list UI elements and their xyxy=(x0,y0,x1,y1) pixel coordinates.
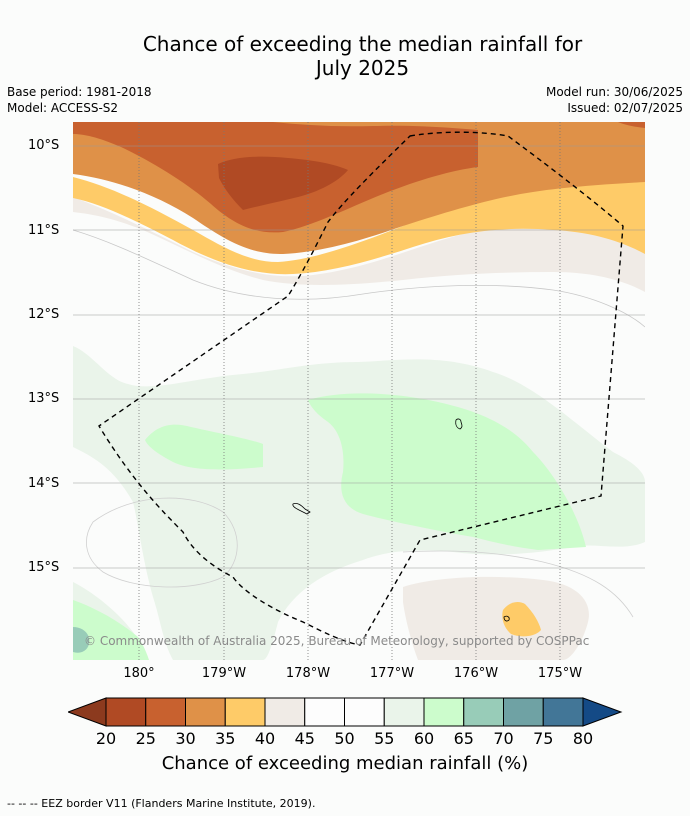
contour-line-1 xyxy=(73,229,645,328)
colorbar-tick-label: 75 xyxy=(533,729,554,748)
issued-date: Issued: 02/07/2025 xyxy=(567,101,683,115)
colorbar-cell xyxy=(264,697,306,727)
colorbar-cell xyxy=(463,697,504,727)
colorbar-cell xyxy=(503,697,544,727)
colorbar xyxy=(68,697,623,727)
lon-label-178w: 178°W xyxy=(285,666,331,681)
colorbar-tick-label: 70 xyxy=(493,729,514,748)
colorbar-cell xyxy=(224,697,266,727)
contour-40-45-north xyxy=(73,197,645,292)
colorbar-tick-label: 35 xyxy=(215,729,236,748)
contour-35-40-south xyxy=(502,602,541,637)
meta-left: Base period: 1981-2018 Model: ACCESS-S2 xyxy=(7,84,152,116)
colorbar-tick-label: 45 xyxy=(294,729,315,748)
lat-label-10s: 10°S xyxy=(28,138,60,153)
colorbar-over-arrow xyxy=(582,697,623,727)
contour-35-40-north xyxy=(73,177,645,275)
colorbar-cell xyxy=(185,697,226,727)
contour-60-65-west xyxy=(145,424,263,470)
colorbar-cell xyxy=(344,697,385,727)
contour-line-3 xyxy=(402,550,634,618)
colorbar-tick-label: 60 xyxy=(413,729,435,748)
contour-25-30-ne xyxy=(618,122,645,128)
lat-label-12s: 12°S xyxy=(28,307,60,322)
eez-border xyxy=(98,131,624,646)
colorbar-tick-label: 25 xyxy=(135,729,156,748)
island-shape xyxy=(455,418,463,430)
island-shape xyxy=(503,615,510,622)
colorbar-tick-label: 20 xyxy=(95,729,117,748)
graticule xyxy=(73,122,645,660)
colorbar-cell xyxy=(423,697,465,727)
lat-label-13s: 13°S xyxy=(28,391,60,406)
lon-label-180: 180° xyxy=(123,666,155,681)
contour-40-45-south xyxy=(403,576,589,660)
contour-60-65-east xyxy=(308,393,586,550)
model-run: Model run: 30/06/2025 xyxy=(545,85,683,99)
colorbar-cell xyxy=(105,697,147,727)
colorbar-tick-label: 65 xyxy=(453,729,474,748)
contour-line-2 xyxy=(86,497,238,588)
colorbar-tick-label: 30 xyxy=(175,729,196,748)
colorbar-label: Chance of exceeding median rainfall (%) xyxy=(161,753,529,774)
colorbar-cell xyxy=(383,697,425,727)
base-period: Base period: 1981-2018 xyxy=(7,85,152,99)
title-line-1: Chance of exceeding the median rainfall … xyxy=(142,32,583,56)
rainfall-map xyxy=(73,122,645,660)
contour-20-25 xyxy=(218,156,348,210)
colorbar-tick-label: 80 xyxy=(572,729,594,748)
lat-label-14s: 14°S xyxy=(28,476,60,491)
lon-label-179w: 179°W xyxy=(201,666,247,681)
lon-label-177w: 177°W xyxy=(369,666,415,681)
colorbar-cell xyxy=(542,697,584,727)
map-credit: © Commonwealth of Australia 2025, Bureau… xyxy=(84,634,590,648)
lon-label-175w: 175°W xyxy=(537,666,583,681)
eez-footnote: -- -- -- EEZ border V11 (Flanders Marine… xyxy=(7,797,316,810)
model-name: Model: ACCESS-S2 xyxy=(7,101,119,115)
chart-title: Chance of exceeding the median rainfall … xyxy=(0,32,690,80)
colorbar-cell xyxy=(145,697,186,727)
island-shape xyxy=(292,502,311,515)
lat-label-15s: 15°S xyxy=(28,560,60,575)
colorbar-cell xyxy=(304,697,345,727)
colorbar-tick-label: 55 xyxy=(374,729,395,748)
contour-60-65-sw xyxy=(73,600,149,660)
colorbar-tick-label: 50 xyxy=(334,729,355,748)
contour-65-70-sw xyxy=(73,627,90,653)
colorbar-under-arrow xyxy=(68,697,107,727)
lon-label-176w: 176°W xyxy=(453,666,499,681)
lat-label-11s: 11°S xyxy=(28,223,60,238)
title-line-2: July 2025 xyxy=(315,56,410,80)
colorbar-tick-label: 40 xyxy=(254,729,276,748)
meta-right: Model run: 30/06/2025 Issued: 02/07/2025 xyxy=(546,84,683,116)
